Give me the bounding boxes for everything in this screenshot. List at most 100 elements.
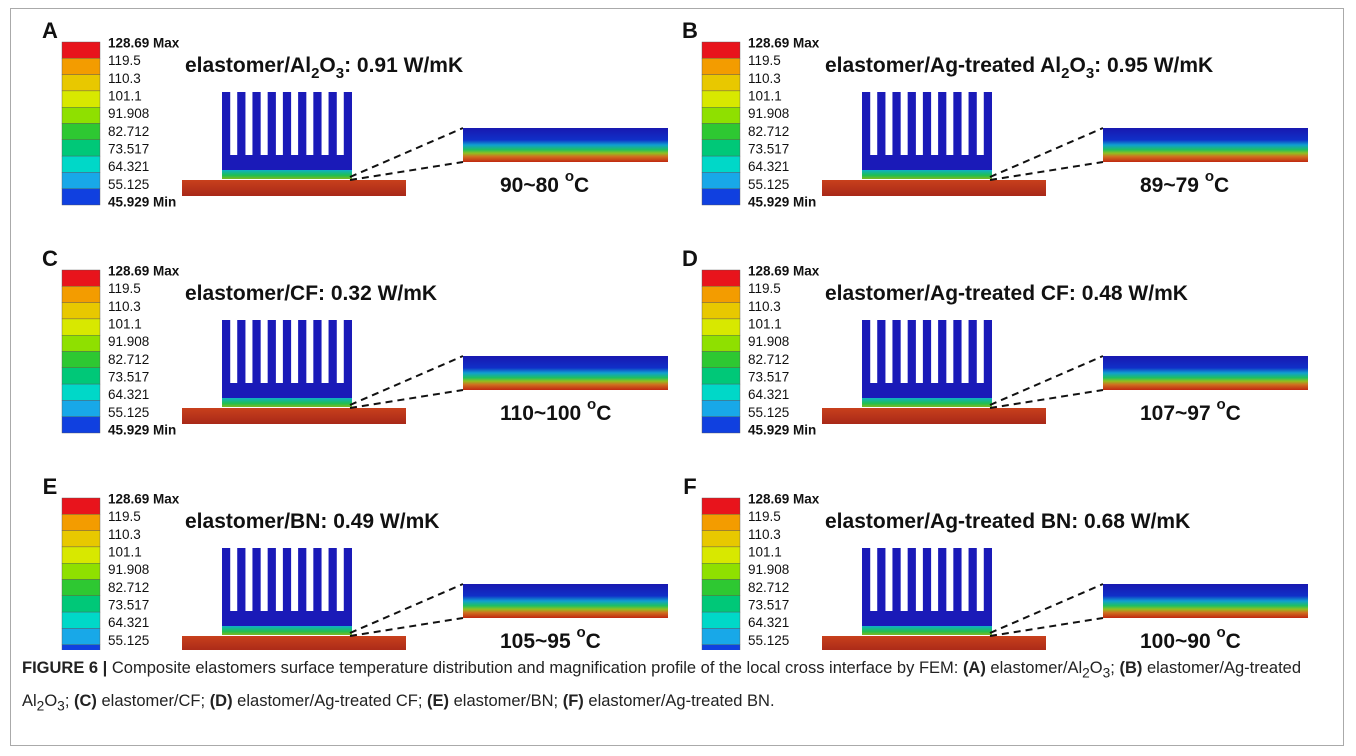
caption-text: Composite elastomers surface temperature… [107, 659, 963, 677]
caption-text: O [1089, 659, 1103, 677]
heat-sink-fin [968, 548, 977, 612]
legend-swatch [701, 383, 741, 401]
heat-sink-fin [953, 92, 962, 156]
legend-swatch [701, 123, 741, 140]
caption-text: ; [1110, 659, 1120, 677]
zoom-line [349, 389, 464, 409]
legend-label: 64.321 [748, 615, 789, 630]
caption-text: elastomer/CF; [96, 692, 210, 711]
legend-swatch [61, 367, 101, 385]
text-part: 89~79 [1140, 174, 1205, 197]
text-part: o [1217, 624, 1226, 641]
heat-sink-fin [953, 548, 962, 612]
heat-sink-fin [343, 92, 352, 156]
legend-label: 128.69 Max [108, 36, 180, 51]
legend-label: 55.125 [748, 177, 789, 192]
legend-swatch [61, 562, 101, 580]
legend-label: 55.125 [108, 405, 149, 420]
panel-letter: D [682, 246, 698, 271]
legend-swatch [61, 628, 101, 645]
interface-layer [862, 170, 992, 179]
text-part: 3 [336, 65, 344, 82]
legend-swatch [61, 318, 101, 336]
text-part: elastomer/CF: 0.32 W/mK [185, 282, 437, 305]
interface-layer [222, 398, 352, 407]
legend-label: 45.929 Min [108, 423, 176, 438]
legend-swatch [61, 546, 101, 564]
legend-swatch [701, 416, 741, 434]
heat-sink-fin [907, 92, 916, 156]
legend-label: 55.125 [108, 633, 149, 648]
heat-sink-fin [862, 320, 871, 384]
panel: F 128.69 Max 119.5 110.3 101.1 91.908 82.712 73… [683, 474, 1308, 650]
heat-sink-fin [282, 548, 292, 612]
heat-sink-fin [983, 320, 992, 384]
text-part: 90~80 [500, 174, 565, 197]
legend-swatch [61, 41, 101, 59]
temperature-range: 100~90 oC [1140, 624, 1241, 650]
caption-text: 3 [1102, 665, 1111, 681]
caption-text: 2 [1082, 665, 1090, 681]
legend-label: 45.929 Min [108, 195, 176, 210]
legend-swatch [701, 367, 741, 385]
text-part: 3 [1086, 65, 1094, 82]
heat-sink-fin [968, 92, 977, 156]
heat-sink-base [862, 611, 992, 626]
text-part: elastomer/Ag-treated CF: 0.48 W/mK [825, 282, 1188, 305]
heat-sink-fin [267, 320, 276, 384]
legend-swatch [61, 595, 101, 613]
caption-text: O [44, 692, 58, 711]
heat-sink-fin [313, 548, 322, 612]
legend-label: 73.517 [108, 142, 149, 157]
text-part: 2 [1061, 65, 1069, 82]
heat-sink-fin [938, 92, 947, 156]
legend-label: 55.125 [108, 177, 149, 192]
zoom-line [349, 355, 464, 406]
legend-label: 82.712 [108, 580, 149, 595]
legend-label: 64.321 [108, 159, 149, 174]
legend-label: 64.321 [748, 159, 789, 174]
text-part: C [574, 174, 589, 197]
legend-label: 45.929 Min [748, 423, 816, 438]
heat-sink-fin [877, 320, 886, 384]
panel: A 128.69 Max 119.5 110.3 101.1 91.908 82.712 73… [42, 18, 668, 210]
text-part: o [587, 396, 596, 413]
legend-label: 91.908 [748, 106, 789, 121]
panel-title: elastomer/Ag-treated CF: 0.48 W/mK [825, 282, 1188, 305]
caption-text: 2 [36, 698, 45, 714]
heat-sink-fin [298, 548, 307, 612]
legend-swatch [701, 611, 741, 629]
heat-sink-fin [267, 548, 276, 612]
caption-text: elastomer/Ag-treated BN. [583, 692, 775, 711]
legend-swatch [701, 644, 741, 650]
heat-sink-fin [237, 92, 246, 156]
legend-label: 128.69 Max [108, 264, 180, 279]
legend-label: 82.712 [748, 580, 789, 595]
legend-swatch [701, 530, 741, 548]
zoom-line [349, 127, 464, 178]
legend-swatch [61, 334, 101, 352]
heat-sink-fin [298, 92, 307, 156]
zoom-line [989, 583, 1104, 634]
panel-title: elastomer/Ag-treated BN: 0.68 W/mK [825, 510, 1190, 533]
zoom-line [349, 161, 464, 181]
text-part: o [565, 168, 574, 185]
caption-text: ; [64, 692, 74, 711]
heat-sink-fin [328, 320, 337, 384]
legend-label: 64.321 [108, 387, 149, 402]
legend-label: 91.908 [748, 334, 789, 349]
heat-sink-fin [938, 548, 947, 612]
figure: A 128.69 Max 119.5 110.3 101.1 91.908 82.712 73… [42, 18, 1308, 650]
panel: D 128.69 Max 119.5 110.3 101.1 91.908 82.712 73… [682, 246, 1308, 438]
heat-sink-fin [328, 548, 337, 612]
legend-label: 119.5 [108, 509, 141, 524]
legend-swatch [701, 562, 741, 580]
legend-label: 101.1 [108, 317, 142, 332]
legend-swatch [61, 106, 101, 124]
heat-sink-fin [968, 320, 977, 384]
legend-label: 91.908 [108, 106, 149, 121]
legend-swatch [701, 74, 741, 92]
legend-swatch [701, 514, 741, 531]
heat-sink-fin [892, 548, 901, 612]
heat-source [822, 408, 1046, 424]
